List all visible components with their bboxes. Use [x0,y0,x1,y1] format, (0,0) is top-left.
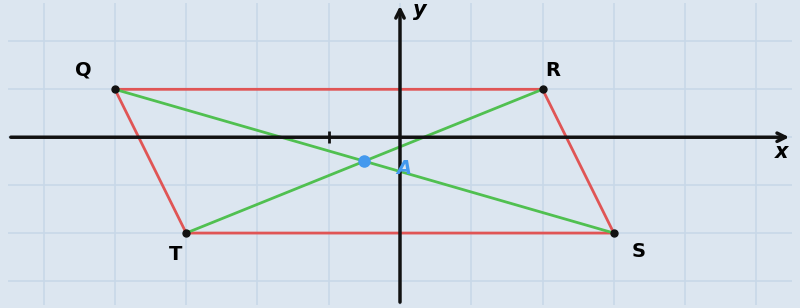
Text: y: y [413,0,426,20]
Text: A: A [396,159,411,178]
Text: R: R [546,61,561,80]
Text: x: x [774,142,788,162]
Text: S: S [632,242,646,261]
Text: T: T [169,245,182,264]
Text: Q: Q [74,61,91,80]
